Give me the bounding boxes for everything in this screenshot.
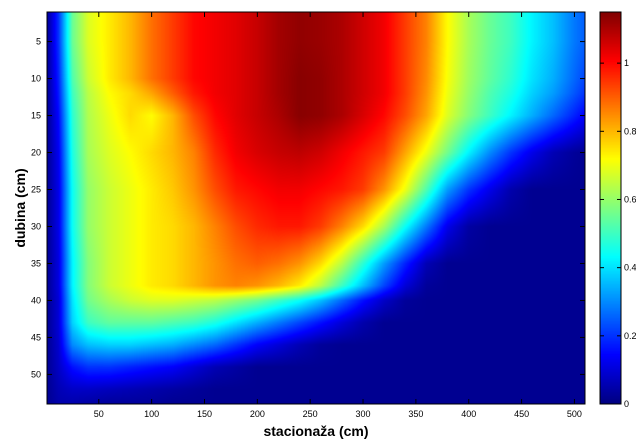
colorbar-tick-label: 0.2 <box>624 331 636 341</box>
x-tick-label: 450 <box>514 409 529 419</box>
y-tick-label: 40 <box>31 295 41 305</box>
y-tick-label: 20 <box>31 148 41 158</box>
colorbar-gradient <box>600 12 621 404</box>
colorbar-frame <box>599 11 622 405</box>
x-tick-label: 250 <box>303 409 318 419</box>
y-tick-label: 25 <box>31 185 41 195</box>
y-tick-label: 50 <box>31 369 41 379</box>
x-tick-label: 400 <box>461 409 476 419</box>
y-tick-label: 45 <box>31 332 41 342</box>
y-tick-label: 10 <box>31 74 41 84</box>
y-axis: 5 10 15 20 25 30 35 40 45 50 <box>31 37 585 379</box>
colorbar-tick-label: 0 <box>624 399 629 409</box>
x-tick-label: 500 <box>567 409 582 419</box>
plot-area <box>46 11 586 405</box>
x-axis: 50 100 150 200 250 300 350 400 450 500 <box>94 12 582 419</box>
y-tick-label: 5 <box>36 37 41 47</box>
y-tick-label: 30 <box>31 221 41 231</box>
x-tick-label: 100 <box>144 409 159 419</box>
y-tick-label: 15 <box>31 111 41 121</box>
x-axis-title: stacionaža (cm) <box>263 423 368 439</box>
colorbar-tick-label: 0.6 <box>624 194 636 204</box>
x-tick-label: 350 <box>408 409 423 419</box>
colorbar: 0 0.2 0.4 0.6 0.8 1 <box>599 11 636 409</box>
heatmap-image <box>47 12 585 404</box>
y-axis-title: dubina (cm) <box>12 168 28 247</box>
x-tick-label: 300 <box>356 409 371 419</box>
plot-frame <box>46 11 586 405</box>
colorbar-tick-label: 1 <box>624 58 629 68</box>
x-tick-label: 50 <box>94 409 104 419</box>
colorbar-tick-label: 0.4 <box>624 263 636 273</box>
x-tick-label: 200 <box>250 409 265 419</box>
colorbar-ticks: 0 0.2 0.4 0.6 0.8 1 <box>600 58 636 409</box>
y-tick-label: 35 <box>31 258 41 268</box>
x-tick-label: 150 <box>197 409 212 419</box>
colorbar-tick-label: 0.8 <box>624 126 636 136</box>
